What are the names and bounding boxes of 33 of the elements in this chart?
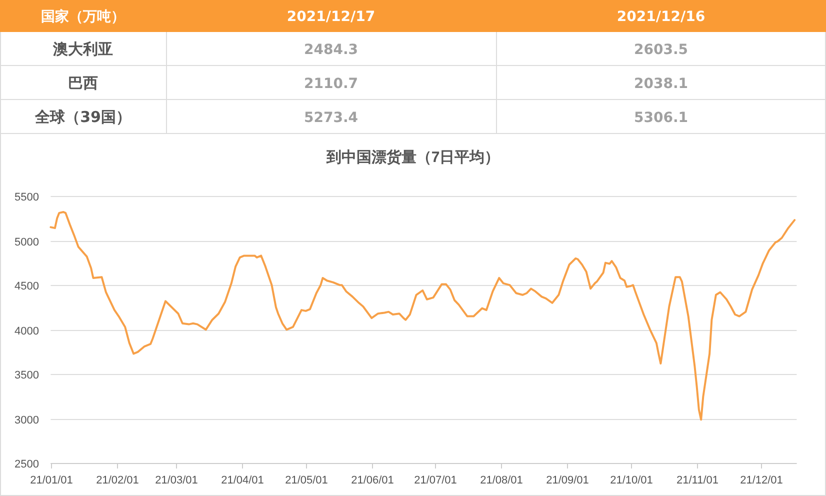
y-tick-label: 3500 xyxy=(14,370,39,382)
x-tick-label: 21/11/01 xyxy=(676,474,719,486)
x-tick-label: 2021/12/17 xyxy=(286,9,376,25)
y-tick-label: 5500 xyxy=(14,192,39,204)
x-tick-label: 21/06/01 xyxy=(351,474,394,486)
x-tick-label: 21/10/01 xyxy=(610,474,653,486)
y-tick-label: 4500 xyxy=(14,280,39,292)
data-label: 5273.4 xyxy=(304,110,358,126)
y-axis-title: 国家（万吨） xyxy=(41,8,125,25)
y-tick-label: 巴西 xyxy=(68,74,98,92)
y-tick-label: 澳大利亚 xyxy=(52,40,113,58)
data-label: 5306.1 xyxy=(634,110,688,126)
y-tick-label: 2500 xyxy=(14,458,39,470)
x-tick-label: 21/02/01 xyxy=(96,474,139,486)
x-tick-label: 21/12/01 xyxy=(740,474,783,486)
x-tick-label: 21/08/01 xyxy=(480,474,523,486)
chart-title: 到中国漂货量（7日平均） xyxy=(325,149,500,166)
data-label: 2110.7 xyxy=(304,76,358,92)
data-label: 2484.3 xyxy=(304,42,358,58)
data-label: 2603.5 xyxy=(634,42,688,58)
x-tick-label: 21/07/01 xyxy=(414,474,457,486)
x-tick-label: 21/03/01 xyxy=(155,474,198,486)
x-tick-label: 21/09/01 xyxy=(546,474,589,486)
x-tick-label: 2021/12/16 xyxy=(616,9,706,25)
x-tick-label: 21/01/01 xyxy=(30,474,73,486)
y-tick-label: 3000 xyxy=(14,414,39,426)
data-label: 2038.1 xyxy=(634,76,688,92)
line-series xyxy=(50,211,796,421)
x-tick-label: 21/04/01 xyxy=(221,474,264,486)
x-tick-label: 21/05/01 xyxy=(285,474,328,486)
y-tick-label: 4000 xyxy=(14,326,39,338)
y-tick-label: 5000 xyxy=(14,236,39,248)
y-tick-label: 全球（39国） xyxy=(34,108,131,126)
